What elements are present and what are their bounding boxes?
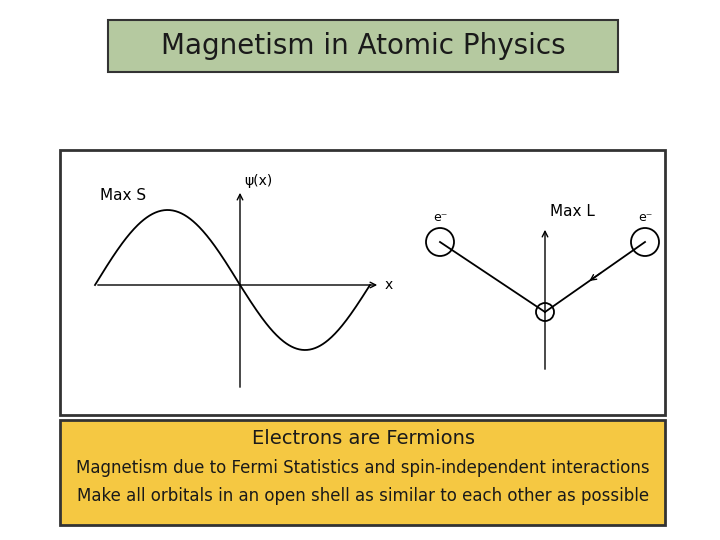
FancyBboxPatch shape bbox=[60, 420, 665, 525]
Text: Max L: Max L bbox=[550, 205, 595, 219]
Text: x: x bbox=[385, 278, 393, 292]
FancyBboxPatch shape bbox=[108, 20, 618, 72]
Text: Magnetism due to Fermi Statistics and spin-independent interactions: Magnetism due to Fermi Statistics and sp… bbox=[76, 459, 650, 477]
Text: e⁻: e⁻ bbox=[638, 211, 652, 224]
Text: Max S: Max S bbox=[100, 187, 146, 202]
Text: Magnetism in Atomic Physics: Magnetism in Atomic Physics bbox=[161, 32, 565, 60]
Text: e⁻: e⁻ bbox=[433, 211, 447, 224]
Text: Make all orbitals in an open shell as similar to each other as possible: Make all orbitals in an open shell as si… bbox=[77, 487, 649, 505]
Text: ψ(x): ψ(x) bbox=[244, 174, 272, 188]
Text: Electrons are Fermions: Electrons are Fermions bbox=[251, 429, 474, 448]
FancyBboxPatch shape bbox=[60, 150, 665, 415]
